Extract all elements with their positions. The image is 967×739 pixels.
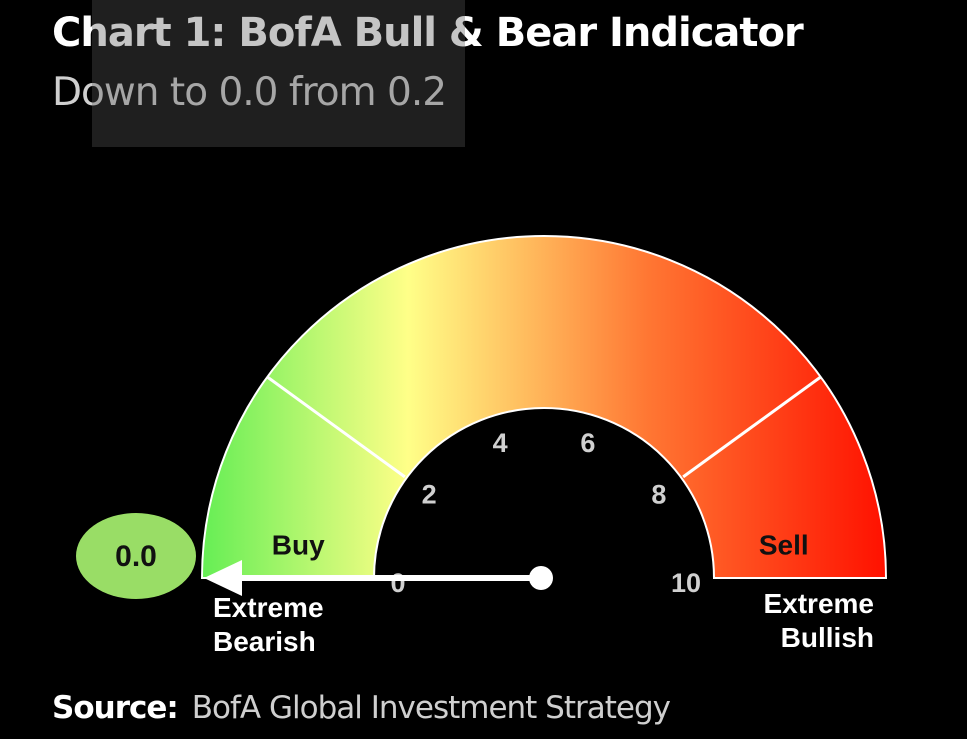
tick-label-10: 10 bbox=[671, 568, 701, 598]
tick-labels: 0 2 4 6 8 10 bbox=[390, 428, 701, 598]
source-text: BofA Global Investment Strategy bbox=[191, 690, 671, 726]
zone-labels: Buy Sell bbox=[272, 530, 809, 561]
chart-title: Chart 1: BofA Bull & Bear Indicator bbox=[52, 10, 804, 56]
tick-label-2: 2 bbox=[422, 480, 437, 510]
end-label-high-line: Bullish bbox=[781, 622, 874, 653]
value-badge: 0.0 bbox=[76, 513, 196, 599]
needle-pivot bbox=[529, 566, 553, 590]
needle-head bbox=[204, 560, 242, 596]
needle bbox=[204, 560, 553, 596]
tick-label-6: 6 bbox=[580, 428, 595, 458]
tick-label-0: 0 bbox=[390, 568, 405, 598]
buy-zone-divider bbox=[266, 375, 406, 479]
end-label-low-line: Bearish bbox=[213, 626, 316, 657]
source-label: Source: bbox=[52, 690, 179, 726]
sell-zone-divider bbox=[682, 375, 822, 479]
hover-tooltip-overlay bbox=[92, 0, 465, 147]
tick-label-8: 8 bbox=[651, 480, 666, 510]
chart-subtitle: Down to 0.0 from 0.2 bbox=[52, 70, 447, 115]
tick-label-4: 4 bbox=[493, 428, 508, 458]
zone-label-sell: Sell bbox=[759, 530, 809, 561]
source-note: Source: BofA Global Investment Strategy bbox=[52, 690, 671, 726]
end-label-low-line: Extreme bbox=[213, 592, 324, 623]
zone-dividers bbox=[266, 375, 822, 479]
value-badge-ellipse bbox=[76, 513, 196, 599]
gauge-band bbox=[200, 235, 888, 579]
zone-label-buy: Buy bbox=[272, 530, 325, 561]
end-label-high-line: Extreme bbox=[763, 588, 874, 619]
value-badge-text: 0.0 bbox=[115, 540, 157, 573]
